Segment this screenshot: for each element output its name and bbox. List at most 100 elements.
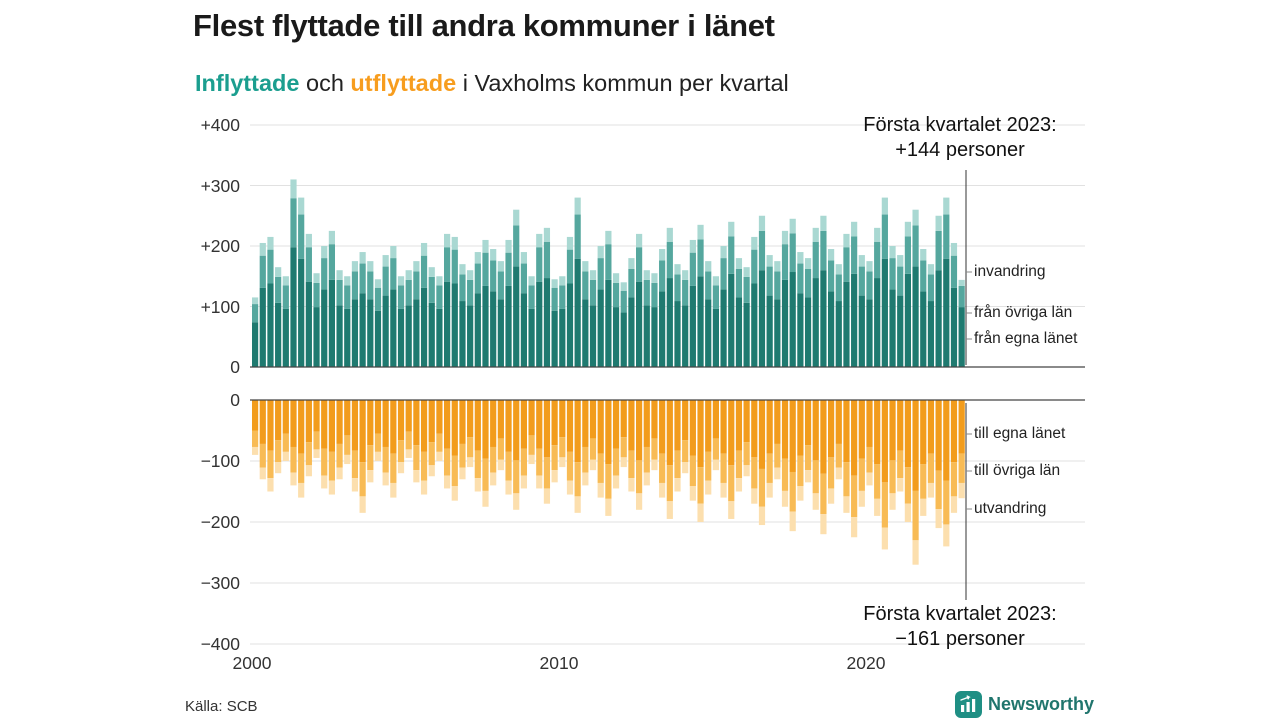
series-label-till-egna-lanet: till egna länet	[974, 425, 1066, 442]
bar-segment	[259, 287, 266, 367]
bar-segment	[835, 443, 842, 468]
bar-segment	[866, 261, 873, 272]
bar-segment	[881, 214, 888, 259]
bar-segment	[943, 197, 950, 215]
bar-segment	[866, 400, 873, 447]
bar-segment	[490, 260, 497, 292]
inflow-bars-2	[252, 179, 965, 305]
bar-segment	[451, 249, 458, 284]
bar-segment	[566, 236, 574, 250]
bar-segment	[597, 482, 604, 498]
subtitle-och: och	[299, 70, 351, 96]
bar-segment	[851, 273, 858, 367]
bar-segment	[920, 464, 927, 499]
bar-segment	[643, 400, 650, 447]
bar-segment	[705, 299, 712, 367]
bar-segment	[405, 449, 412, 458]
bar-segment	[605, 244, 612, 280]
bar-segment	[705, 451, 712, 481]
bar-segment	[927, 482, 935, 498]
bar-segment	[935, 215, 942, 231]
bar-segment	[413, 271, 420, 300]
bar-segment	[282, 285, 289, 309]
bar-segment	[812, 241, 819, 279]
bar-segment	[643, 279, 650, 306]
bar-segment	[636, 233, 643, 248]
bar-segment	[950, 462, 958, 497]
bar-segment	[943, 258, 950, 367]
bar-segment	[482, 239, 489, 253]
bar-segment	[812, 460, 819, 494]
bar-segment	[582, 400, 589, 447]
bar-segment	[820, 230, 827, 271]
bar-segment	[313, 400, 320, 432]
bar-segment	[344, 276, 351, 286]
bar-segment	[551, 310, 558, 367]
bar-segment	[843, 233, 850, 248]
bar-segment	[390, 482, 397, 498]
bar-segment	[797, 263, 804, 294]
bar-segment	[252, 400, 259, 431]
bar-segment	[743, 400, 750, 443]
bar-segment	[774, 400, 781, 444]
inflow-bars-1	[252, 198, 965, 323]
bar-segment	[282, 308, 289, 367]
bar-segment	[344, 400, 351, 436]
bar-segment	[835, 467, 842, 480]
bar-segment	[866, 271, 873, 300]
bar-segment	[428, 442, 435, 466]
bar-segment	[682, 400, 689, 441]
bar-segment	[897, 295, 904, 367]
bar-segment	[935, 509, 942, 529]
bar-segment	[336, 305, 343, 367]
bar-segment	[336, 400, 343, 444]
bar-segment	[582, 261, 589, 272]
bar-segment	[390, 246, 397, 259]
bar-segment	[666, 501, 673, 519]
bar-segment	[520, 400, 527, 449]
bar-segment	[651, 459, 658, 471]
bar-segment	[282, 400, 289, 434]
bar-segment	[828, 249, 835, 261]
bar-segment	[743, 442, 750, 466]
bar-segment	[835, 274, 842, 302]
bar-segment	[651, 400, 658, 439]
bar-segment	[582, 299, 589, 367]
bar-segment	[651, 273, 658, 283]
bar-segment	[605, 230, 612, 245]
subtitle-inflyttade: Inflyttade	[195, 70, 300, 96]
bar-segment	[397, 400, 405, 441]
bar-segment	[751, 457, 758, 489]
bar-segment	[344, 285, 351, 309]
bar-segment	[751, 400, 758, 458]
bar-segment	[628, 258, 635, 269]
bar-segment	[582, 446, 589, 473]
bar-segment	[620, 282, 627, 291]
bar-segment	[958, 285, 965, 308]
bar-segment	[428, 400, 435, 443]
bar-segment	[574, 462, 581, 497]
bar-segment	[397, 308, 405, 367]
bar-segment	[682, 270, 689, 280]
bar-segment	[267, 249, 274, 284]
xtick-2010: 2010	[539, 653, 579, 673]
bar-segment	[298, 453, 305, 483]
source-note: Källa: SCB	[185, 698, 258, 715]
bar-segment	[444, 448, 451, 476]
bar-segment	[720, 400, 727, 454]
bar-segment	[543, 227, 551, 242]
bar-segment	[597, 246, 604, 259]
bar-segment	[275, 302, 282, 367]
gridlines	[250, 124, 1085, 645]
bar-segment	[605, 464, 612, 499]
bar-segment	[505, 239, 512, 253]
bar-segment	[943, 480, 950, 525]
annotation-bottom-line1: Första kvartalet 2023:	[863, 603, 1057, 625]
bar-segment	[559, 285, 566, 309]
bar-segment	[543, 400, 551, 458]
bar-segment	[566, 283, 574, 367]
bar-segment	[858, 490, 865, 507]
bar-segment	[290, 446, 297, 473]
bar-segment	[735, 478, 743, 492]
bar-segment	[950, 496, 958, 513]
